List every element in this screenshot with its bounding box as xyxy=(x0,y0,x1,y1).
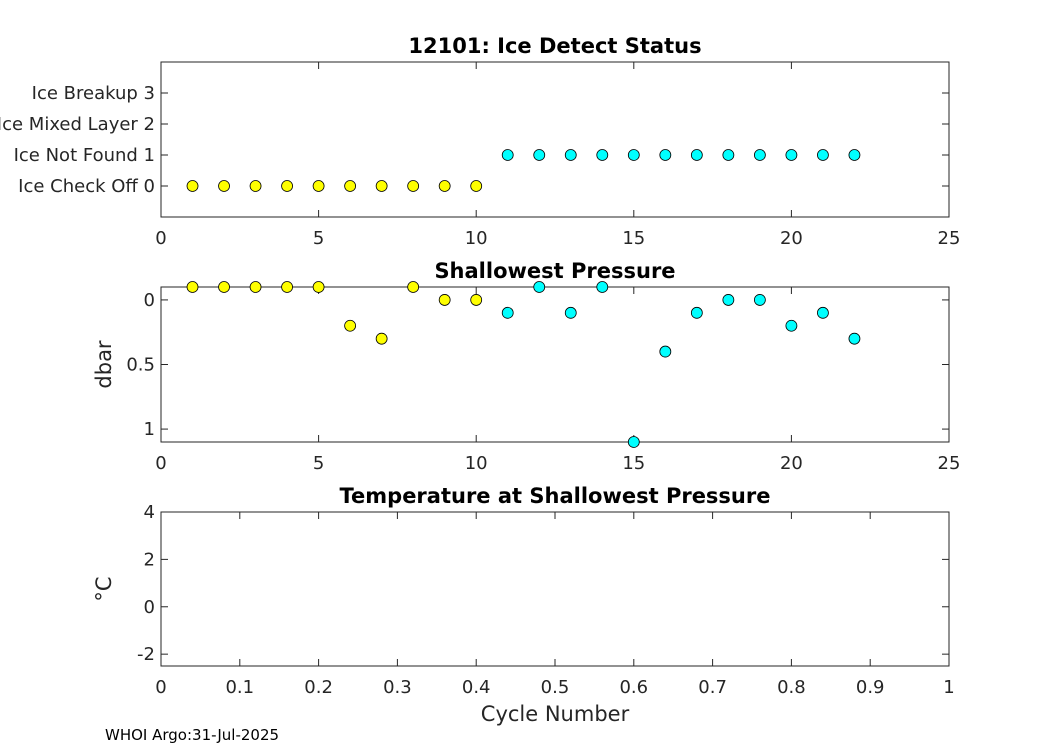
data-point xyxy=(722,294,735,306)
data-point xyxy=(249,180,262,192)
x-tick-label: 0.4 xyxy=(462,677,491,698)
y-tick-label: Ice Check Off 0 xyxy=(18,176,155,197)
data-point xyxy=(407,281,420,293)
data-point xyxy=(375,180,388,192)
data-point xyxy=(501,149,514,161)
footer-text: WHOI Argo:31-Jul-2025 xyxy=(105,726,280,744)
data-point xyxy=(470,294,483,306)
axes-frame xyxy=(160,511,950,667)
chart-3: 0 0.1 0.2 0.3 0.4 0.5 0.6 0.7 0.8 0.9 1-2024Temper… xyxy=(92,484,955,726)
series-ice-check-off xyxy=(186,180,483,192)
chart-title: Shallowest Pressure xyxy=(434,259,675,283)
x-tick-label: 5 xyxy=(313,453,324,474)
data-point xyxy=(344,319,357,332)
x-tick-label: 15 xyxy=(622,228,645,249)
data-point xyxy=(501,306,514,319)
data-point xyxy=(533,149,546,161)
y-tick-label: -2 xyxy=(137,644,155,665)
y-tick-label: 2 xyxy=(144,549,155,570)
data-point xyxy=(281,281,293,293)
x-tick-label: 0.7 xyxy=(698,677,727,698)
data-point xyxy=(281,180,293,192)
x-tick-label: 0.2 xyxy=(304,677,333,698)
data-point xyxy=(312,180,325,192)
data-point xyxy=(218,281,230,293)
x-tick-label: 15 xyxy=(622,453,645,474)
data-point xyxy=(627,149,640,161)
data-point xyxy=(375,332,388,345)
x-tick-label: 0 xyxy=(155,228,166,249)
data-point xyxy=(785,149,798,161)
data-point xyxy=(218,180,230,192)
x-tick-label: 0.6 xyxy=(619,677,648,698)
data-point xyxy=(722,149,735,161)
data-point xyxy=(186,281,199,293)
y-tick-label: 0 xyxy=(144,597,155,618)
data-point xyxy=(470,180,483,192)
data-point xyxy=(596,149,609,161)
data-point xyxy=(817,306,829,319)
y-tick-label: 0 xyxy=(144,290,155,311)
x-tick-label: 0 xyxy=(155,453,166,474)
chart-title: Temperature at Shallowest Pressure xyxy=(340,484,771,508)
x-tick-label: 25 xyxy=(938,228,961,249)
x-tick-label: 0 xyxy=(155,677,166,698)
data-point xyxy=(690,306,703,319)
axes-frame xyxy=(160,286,950,443)
x-tick-label: 20 xyxy=(780,453,803,474)
x-tick-label: 1 xyxy=(943,677,954,698)
series-ice-check-off xyxy=(186,281,483,345)
y-axis-label: dbar xyxy=(92,340,116,389)
data-point xyxy=(344,180,357,192)
data-point xyxy=(817,149,829,161)
chart-2: 0 5 10 15 20 25 0 0.5 1 Shallowest Pressure dbar xyxy=(92,259,960,474)
data-point xyxy=(848,332,861,345)
x-tick-label: 10 xyxy=(465,453,488,474)
data-point xyxy=(659,149,672,161)
x-axis-label: Cycle Number xyxy=(481,702,630,726)
data-point xyxy=(249,281,262,293)
y-tick-label: 0.5 xyxy=(126,355,155,376)
y-tick-label: Ice Breakup 3 xyxy=(32,83,155,104)
y-tick-label: Ice Not Found 1 xyxy=(14,145,155,166)
data-point xyxy=(186,180,199,192)
data-point xyxy=(438,294,451,306)
data-point xyxy=(848,149,861,161)
x-tick-label: 0.5 xyxy=(541,677,570,698)
x-tick-label: 0.8 xyxy=(777,677,806,698)
data-point xyxy=(564,306,577,319)
x-tick-label: 0.3 xyxy=(383,677,412,698)
data-point xyxy=(753,149,766,161)
y-axis-label: °C xyxy=(92,576,116,601)
data-point xyxy=(627,436,640,448)
axes-frame xyxy=(160,61,950,218)
x-tick-label: 25 xyxy=(938,453,961,474)
x-tick-label: 0.1 xyxy=(225,677,254,698)
data-point xyxy=(596,281,609,293)
x-tick-label: 20 xyxy=(780,228,803,249)
y-tick-label: 1 xyxy=(144,419,155,440)
data-point xyxy=(690,149,703,161)
x-tick-label: 5 xyxy=(313,228,324,249)
data-point xyxy=(564,149,577,161)
data-point xyxy=(438,180,451,192)
data-point xyxy=(533,281,546,293)
series-ice-not-found xyxy=(501,281,861,448)
data-point xyxy=(312,281,325,293)
x-tick-label: 10 xyxy=(465,228,488,249)
data-point xyxy=(659,345,672,358)
data-point xyxy=(407,180,420,192)
chart-title: 12101: Ice Detect Status xyxy=(408,34,701,58)
chart-1: 0 5 10 15 20 25 Ice Check Off 0 Ice Not Found 1… xyxy=(0,34,960,249)
y-tick-label: Ice Mixed Layer 2 xyxy=(0,114,155,135)
data-point xyxy=(785,319,798,332)
series-ice-not-found xyxy=(501,149,861,161)
x-tick-label: 0.9 xyxy=(856,677,885,698)
y-tick-label: 4 xyxy=(144,502,155,523)
data-point xyxy=(753,294,766,306)
